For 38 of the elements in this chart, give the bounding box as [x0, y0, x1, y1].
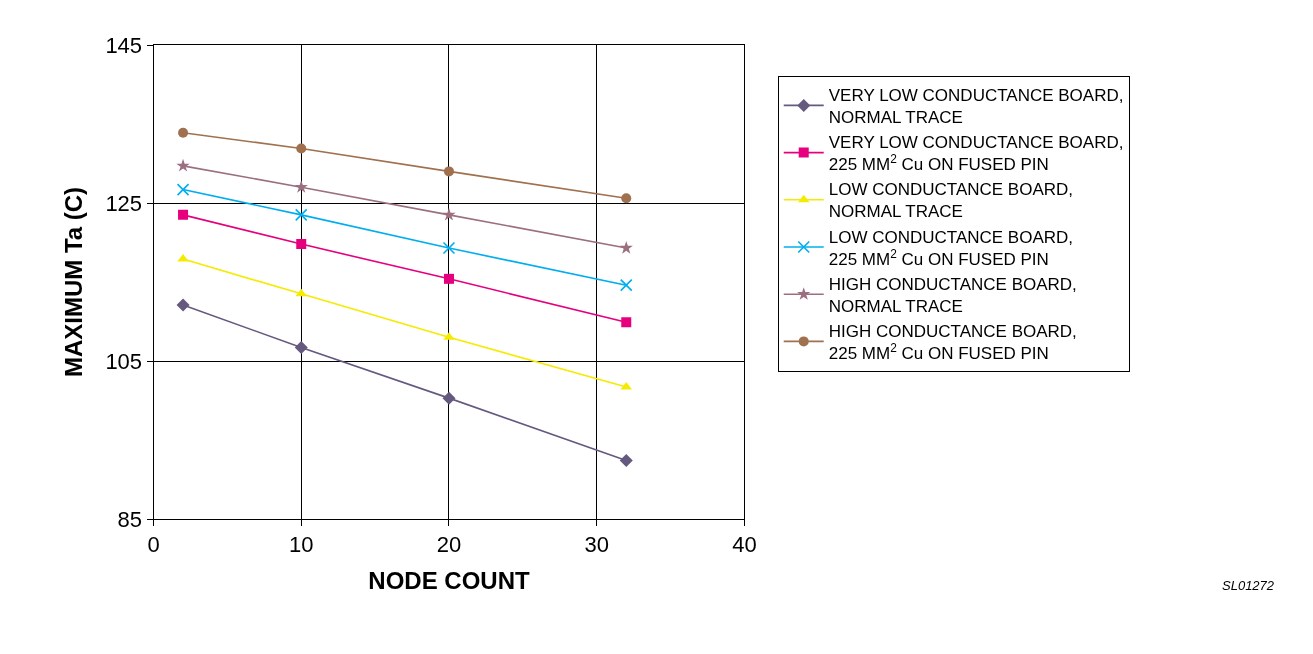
y-tick-label: 85: [117, 506, 143, 532]
point: [619, 454, 633, 468]
x-tick-label: 20: [436, 532, 462, 558]
y-tick-label: 145: [105, 32, 143, 58]
legend-label: HIGH CONDUCTANCE BOARD, NORMAL TRACE: [828, 274, 1077, 316]
x-tick-label: 30: [584, 532, 609, 558]
point: [442, 241, 456, 255]
point: [294, 341, 308, 355]
point: [176, 298, 190, 312]
y-tick-label: 125: [105, 190, 143, 216]
point: [621, 317, 632, 328]
x-tick-label: 40: [732, 532, 757, 558]
point: [619, 241, 633, 254]
point: [294, 180, 308, 193]
point: [178, 209, 189, 220]
point: [442, 391, 456, 405]
point: [176, 158, 190, 172]
text: SL01272: [1222, 578, 1275, 593]
point: [176, 183, 190, 196]
point: [296, 143, 307, 154]
point: [443, 166, 454, 177]
point: [442, 207, 456, 221]
y-axis-title: MAXIMUM Ta (C): [60, 186, 88, 378]
point: [619, 278, 633, 292]
point: [443, 273, 454, 284]
point: [621, 193, 632, 204]
point: [294, 208, 308, 222]
x-tick-label: 10: [288, 532, 314, 558]
legend-label: LOW CONDUCTANCE BOARD, 225 MM$^{2}$ Cu ON FUSED PIN: [828, 227, 1074, 269]
legend-label: HIGH CONDUCTANCE BOARD, 225 MM$^{2}$ Cu ON FUSED PIN: [828, 321, 1077, 364]
x-tick-label: 0: [147, 532, 160, 558]
x-axis-title: NODE COUNT: [368, 566, 530, 594]
point: [178, 127, 189, 138]
point: [296, 239, 307, 250]
legend-label: VERY LOW CONDUCTANCE BOARD, NORMAL TRACE: [828, 85, 1124, 128]
y-tick-label: 105: [105, 348, 143, 374]
legend-label: VERY LOW CONDUCTANCE BOARD, 225 MM$^{2}$ Cu ON FUSED PIN: [828, 133, 1124, 175]
legend-label: LOW CONDUCTANCE BOARD, NORMAL TRACE: [828, 180, 1074, 222]
